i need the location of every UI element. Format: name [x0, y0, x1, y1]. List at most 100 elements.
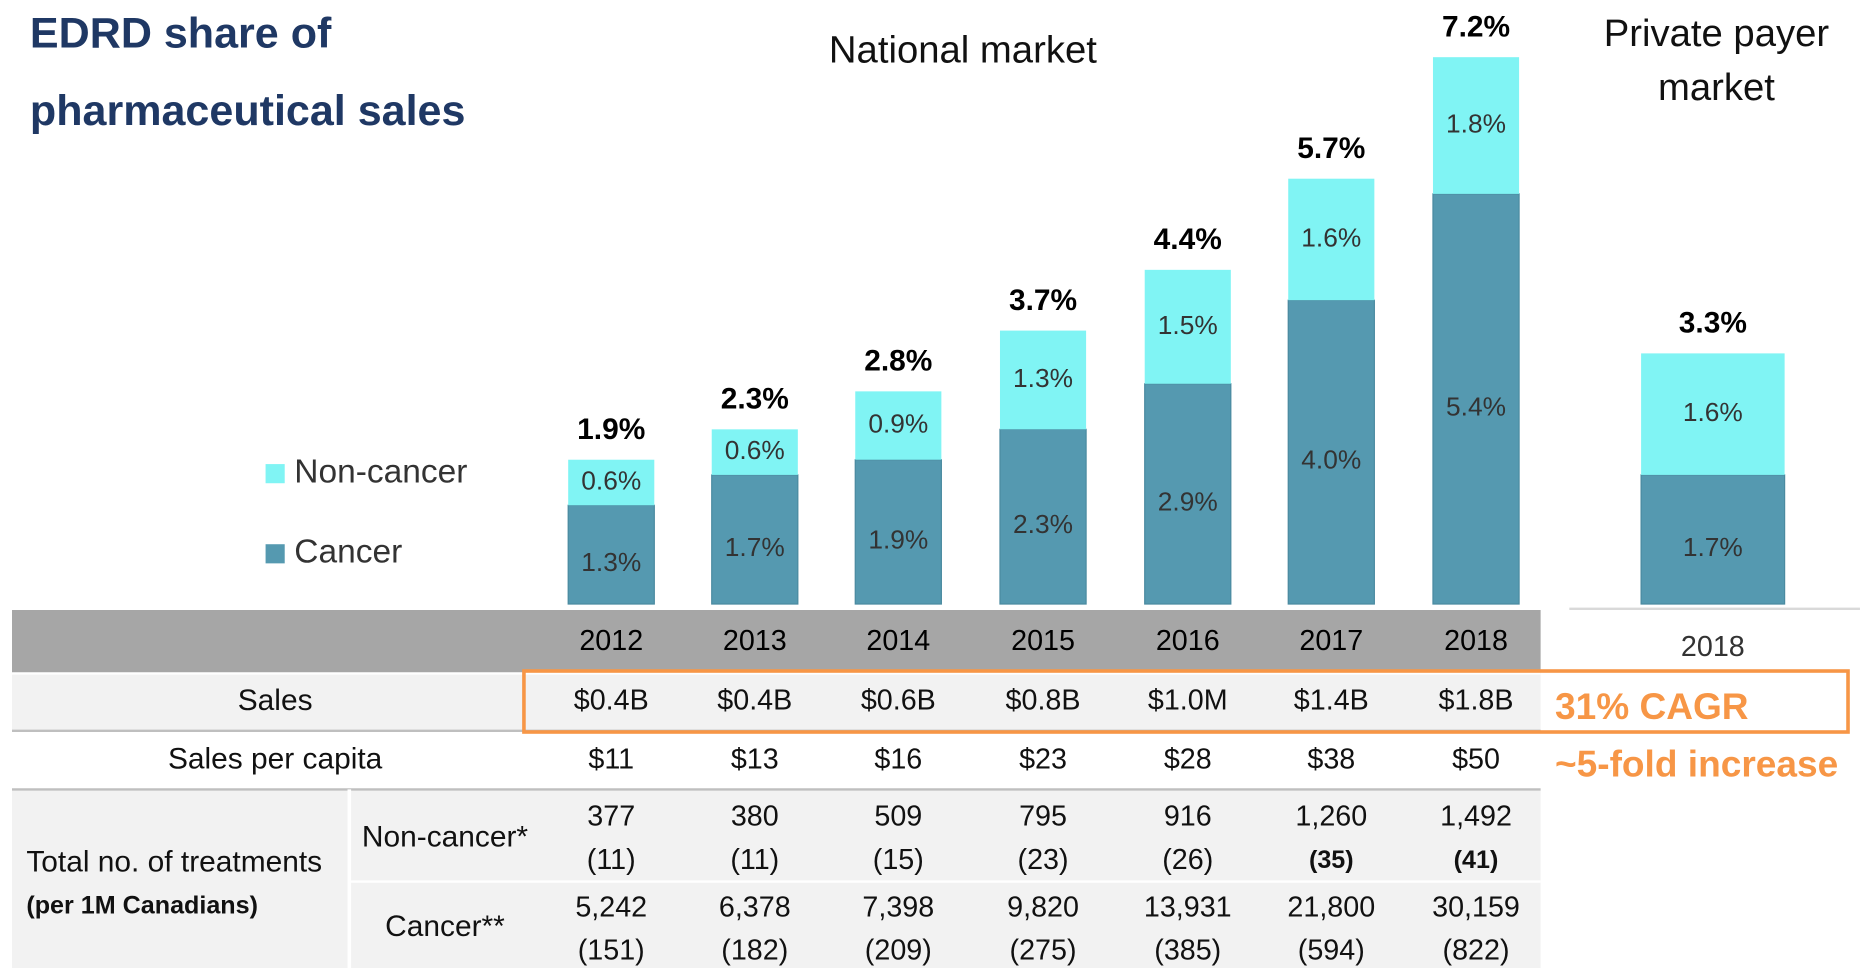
- table-cell: 13,931: [1144, 892, 1232, 924]
- annotation: ~5-fold increase: [1555, 742, 1838, 784]
- bar-segment: [1144, 269, 1231, 384]
- data-label: 1.6%: [1301, 222, 1361, 252]
- bar-segment: [1432, 57, 1520, 194]
- row-label: Non-cancer*: [362, 820, 529, 853]
- table-cell: $1.8B: [1439, 685, 1514, 717]
- total-label: 5.7%: [1297, 132, 1365, 165]
- table-cell: (275): [1010, 935, 1077, 967]
- data-label: 0.6%: [581, 465, 641, 495]
- total-label: 7.2%: [1442, 10, 1510, 43]
- table-cell: (23): [1018, 844, 1069, 876]
- bar-segment: [1288, 178, 1375, 301]
- bar-segment: [568, 459, 655, 506]
- row-label: Total no. of treatments: [26, 845, 322, 878]
- total-label: 3.3%: [1679, 307, 1747, 340]
- data-label: 1.3%: [1013, 363, 1073, 393]
- table-cell: $23: [1019, 743, 1067, 775]
- row-label: Sales: [238, 684, 313, 717]
- table-cell: $0.6B: [861, 685, 936, 717]
- x-tick-label: 2016: [1156, 625, 1220, 657]
- table-cell: 30,159: [1432, 892, 1520, 924]
- row-sublabel: (per 1M Canadians): [26, 891, 258, 919]
- table-cell: 7,398: [862, 892, 934, 924]
- table-cell: (151): [578, 935, 645, 967]
- row-label: Cancer**: [385, 910, 505, 943]
- table-cell: (594): [1298, 935, 1365, 967]
- table-cell: (822): [1443, 935, 1510, 967]
- table-cell: (26): [1162, 844, 1213, 876]
- group-title: Private payer: [1604, 12, 1830, 55]
- x-tick-label: 2018: [1444, 625, 1508, 657]
- x-tick-label: 2015: [1011, 625, 1075, 657]
- total-label: 4.4%: [1154, 223, 1222, 256]
- table-cell: (15): [873, 844, 924, 876]
- table-cell: 509: [874, 801, 922, 833]
- group-title: National market: [829, 29, 1097, 72]
- table-cell: $0.4B: [574, 685, 649, 717]
- table-cell: 6,378: [719, 892, 791, 924]
- table-cell: 9,820: [1007, 892, 1079, 924]
- table-cell: (35): [1309, 846, 1354, 874]
- table-cell: 377: [587, 801, 635, 833]
- data-label: 1.5%: [1158, 310, 1218, 340]
- bar-segment: [1432, 193, 1520, 605]
- data-label: 2.3%: [1013, 509, 1073, 539]
- treatments-row: [12, 789, 1541, 968]
- table-cell: 21,800: [1287, 892, 1375, 924]
- title: pharmaceutical sales: [30, 87, 466, 135]
- table-cell: 380: [731, 801, 779, 833]
- bar-segment: [1641, 353, 1785, 475]
- table-cell: $38: [1307, 743, 1355, 775]
- table-cell: $1.4B: [1294, 685, 1369, 717]
- table-cell: $50: [1452, 743, 1500, 775]
- data-label: 2.9%: [1158, 486, 1218, 516]
- table-cell: (209): [865, 935, 932, 967]
- table-cell: $0.4B: [717, 685, 792, 717]
- table-cell: 1,492: [1440, 801, 1512, 833]
- data-label: 1.6%: [1683, 397, 1743, 427]
- bar-segment: [1287, 299, 1375, 605]
- legend-label: Non-cancer: [294, 453, 467, 490]
- table-cell: $1.0M: [1148, 685, 1228, 717]
- total-label: 1.9%: [577, 413, 645, 446]
- x-tick-label: 2013: [723, 625, 787, 657]
- sales-row: [12, 673, 1541, 731]
- data-label: 1.8%: [1446, 108, 1506, 138]
- table-cell: (11): [730, 844, 779, 876]
- row-label: Sales per capita: [168, 743, 383, 776]
- table-cell: (385): [1154, 935, 1221, 967]
- bar-segment: [567, 504, 655, 605]
- table-cell: $28: [1164, 743, 1212, 775]
- total-label: 3.7%: [1009, 284, 1077, 317]
- bar-segment: [1144, 383, 1232, 605]
- table-cell: 5,242: [575, 892, 647, 924]
- annotation: 31% CAGR: [1555, 685, 1749, 727]
- table-cell: 1,260: [1295, 801, 1367, 833]
- table-cell: (11): [587, 844, 636, 876]
- x-tick-label: 2018: [1681, 631, 1745, 663]
- data-label: 1.7%: [1683, 532, 1743, 562]
- data-label: 0.9%: [868, 408, 928, 438]
- legend-swatch: [265, 544, 285, 564]
- data-label: 0.6%: [725, 435, 785, 465]
- table-cell: $16: [874, 743, 922, 775]
- table-cell: 916: [1164, 801, 1212, 833]
- legend-label: Cancer: [294, 534, 402, 571]
- highlight-box: [522, 669, 1850, 734]
- bar-segment: [855, 391, 942, 460]
- table-cell: (182): [721, 935, 788, 967]
- bar-segment: [999, 330, 1087, 430]
- table-cell: $11: [588, 743, 634, 775]
- table-header: [12, 610, 1541, 674]
- x-tick-label: 2017: [1299, 625, 1363, 657]
- total-label: 2.3%: [721, 383, 789, 416]
- group-title: market: [1658, 66, 1775, 109]
- legend-swatch: [265, 464, 285, 484]
- per-capita-row: [12, 730, 1541, 790]
- data-label: 4.0%: [1301, 445, 1361, 475]
- data-label: 1.3%: [581, 547, 641, 577]
- x-tick-label: 2012: [579, 625, 643, 657]
- bar-segment: [711, 429, 798, 475]
- data-label: 1.9%: [868, 524, 928, 554]
